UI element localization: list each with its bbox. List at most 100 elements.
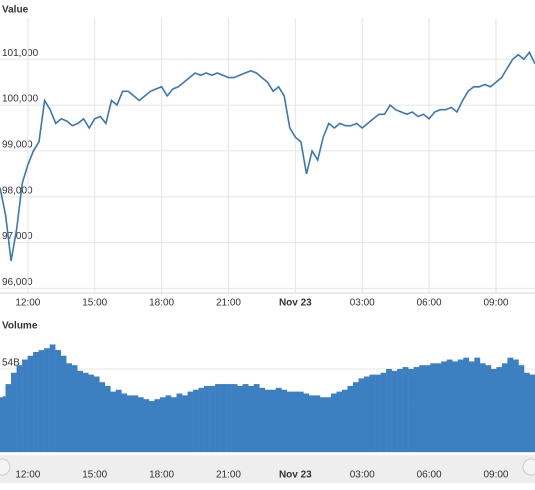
volume-bar xyxy=(209,385,216,452)
volume-bar xyxy=(501,363,508,452)
navigator-handle[interactable] xyxy=(0,458,11,476)
volume-bar xyxy=(93,376,100,452)
volume-bar xyxy=(297,391,304,452)
x-tick-label: 21:00 xyxy=(216,298,241,309)
volume-bar xyxy=(49,344,56,452)
volume-bar xyxy=(507,357,514,452)
volume-bar xyxy=(402,367,409,452)
x-tick-label: 21:00 xyxy=(216,470,241,481)
x-tick-label: 06:00 xyxy=(417,298,442,309)
volume-bar xyxy=(187,391,194,452)
volume-bar xyxy=(215,384,221,452)
volume-bar xyxy=(452,361,459,452)
volume-bar xyxy=(55,350,61,452)
volume-bar xyxy=(430,363,437,452)
volume-bar xyxy=(248,385,255,452)
value-line xyxy=(0,50,535,262)
volume-bar xyxy=(99,382,106,452)
volume-bar xyxy=(386,368,392,452)
volume-bar xyxy=(474,357,481,452)
volume-bar xyxy=(198,387,205,452)
x-tick-label: Nov 23 xyxy=(279,298,312,309)
volume-bar xyxy=(126,395,133,452)
x-tick-label: Nov 23 xyxy=(279,470,312,481)
volume-bar xyxy=(479,363,486,452)
volume-bar xyxy=(468,361,475,452)
y-tick-label: 54B xyxy=(2,358,20,369)
x-tick-label: 09:00 xyxy=(483,470,508,481)
x-tick-label: 15:00 xyxy=(82,298,107,309)
volume-bar xyxy=(132,395,139,452)
navigator-handle[interactable] xyxy=(522,458,535,476)
volume-bar xyxy=(170,397,177,452)
volume-bar xyxy=(512,359,519,452)
volume-bar xyxy=(77,370,84,452)
volume-bar xyxy=(204,385,210,452)
volume-bar xyxy=(38,350,45,452)
volume-bar xyxy=(303,393,310,452)
volume-bar xyxy=(496,367,503,452)
volume-bar xyxy=(457,359,464,452)
volume-bar xyxy=(286,391,293,452)
volume-bar xyxy=(319,397,326,452)
volume-bar xyxy=(435,363,442,452)
x-tick-label: 06:00 xyxy=(417,470,442,481)
volume-bar xyxy=(176,393,183,452)
volume-bar xyxy=(352,382,359,452)
volume-bar xyxy=(11,372,17,452)
volume-bar xyxy=(143,399,150,452)
volume-bar xyxy=(0,397,6,452)
volume-bar xyxy=(220,384,227,452)
volume-bar xyxy=(375,374,381,452)
volume-bar xyxy=(33,351,39,452)
x-tick-label: 09:00 xyxy=(483,298,508,309)
y-tick-label: 96,000 xyxy=(2,277,33,288)
volume-bar xyxy=(82,372,89,452)
y-tick-label: 99,000 xyxy=(2,140,33,151)
volume-bar xyxy=(380,372,387,452)
volume-bar xyxy=(523,372,530,452)
volume-bar xyxy=(292,391,299,452)
volume-bar xyxy=(424,365,431,452)
volume-bar xyxy=(341,389,348,452)
volume-bar xyxy=(336,391,343,452)
volume-bar xyxy=(270,389,277,452)
y-tick-label: 98,000 xyxy=(2,185,33,196)
volume-bar xyxy=(148,401,155,452)
volume-bar xyxy=(308,395,315,452)
x-tick-label: 18:00 xyxy=(149,470,174,481)
volume-bar xyxy=(159,397,166,452)
volume-bar xyxy=(231,384,238,452)
volume-bar xyxy=(529,374,535,452)
navigator-band xyxy=(0,455,535,483)
volume-bar xyxy=(259,387,266,452)
volume-bar xyxy=(446,359,453,452)
volume-bar xyxy=(66,363,73,452)
x-tick-label: 12:00 xyxy=(15,298,40,309)
volume-bar xyxy=(154,399,161,452)
volume-bar xyxy=(253,384,260,452)
volume-bar xyxy=(275,387,282,452)
volume-bar xyxy=(60,355,67,452)
y-tick-label: 100,000 xyxy=(2,94,39,105)
volume-bar xyxy=(237,385,243,452)
volume-bar xyxy=(314,395,321,452)
volume-bar xyxy=(413,367,420,452)
volume-bar xyxy=(22,359,28,452)
volume-bar xyxy=(104,385,111,452)
volume-bar xyxy=(441,361,448,452)
x-tick-label: 18:00 xyxy=(149,298,174,309)
volume-bar xyxy=(325,397,332,452)
x-tick-label: 12:00 xyxy=(15,470,40,481)
volume-bar xyxy=(330,393,337,452)
volume-bar xyxy=(110,391,117,452)
volume-bar xyxy=(391,370,398,452)
volume-bar xyxy=(182,395,188,452)
volume-bar xyxy=(88,374,95,452)
volume-bar xyxy=(463,357,470,452)
volume-bar xyxy=(281,389,288,452)
volume-bar xyxy=(364,376,370,452)
volume-title: Volume xyxy=(2,321,38,332)
value-title: Value xyxy=(2,5,29,16)
